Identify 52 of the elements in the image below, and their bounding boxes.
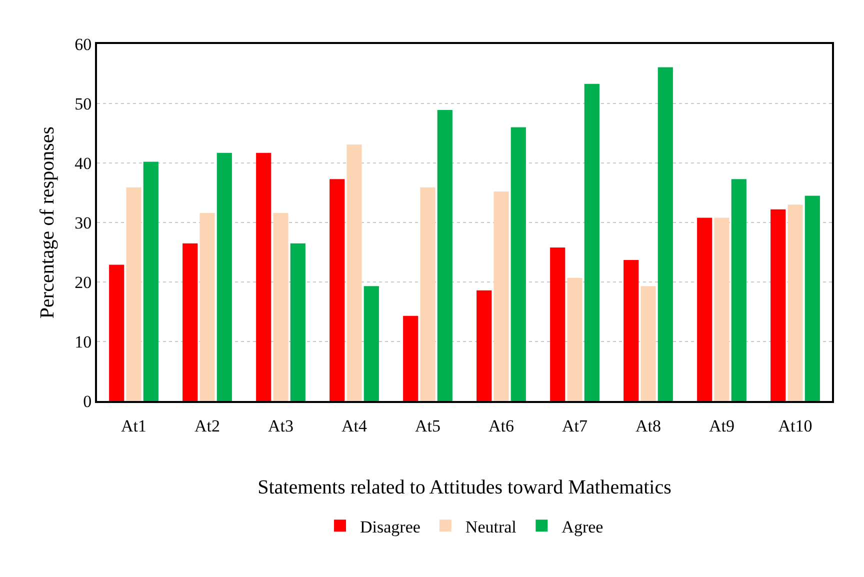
- x-tick-label: At2: [194, 416, 220, 436]
- bar: [256, 152, 272, 401]
- y-tick-label: 10: [74, 332, 92, 352]
- bar: [567, 278, 582, 401]
- bar: [273, 212, 288, 401]
- x-tick-label: At3: [268, 416, 294, 436]
- x-tick-label: At5: [415, 416, 440, 436]
- bar: [714, 218, 730, 401]
- bar: [403, 316, 418, 401]
- x-tick-label: At6: [488, 416, 514, 436]
- bar: [290, 243, 306, 401]
- bar: [216, 152, 232, 401]
- bar: [510, 127, 526, 401]
- x-axis-title: Statements related to Attitudes toward Mathematics: [258, 476, 672, 498]
- bar: [330, 179, 345, 401]
- bar: [788, 204, 803, 401]
- bar: [437, 110, 452, 401]
- bar: [476, 290, 492, 401]
- x-tick-label: At4: [342, 416, 368, 436]
- bar: [200, 212, 215, 401]
- x-tick-label: At10: [778, 416, 812, 436]
- bar: [770, 209, 786, 401]
- bar: [346, 144, 362, 401]
- y-tick-label: 50: [74, 94, 92, 114]
- y-tick-label: 40: [74, 154, 92, 173]
- bar: [658, 67, 673, 401]
- bar: [126, 187, 142, 401]
- x-tick-label: At8: [636, 416, 661, 436]
- bar: [182, 243, 198, 401]
- bar: [697, 218, 712, 401]
- y-tick-label: 0: [83, 392, 92, 411]
- bar: [494, 192, 509, 401]
- x-tick-label: At7: [562, 416, 588, 436]
- x-tick-label: At1: [121, 416, 146, 436]
- bar: [550, 247, 566, 401]
- bar: [804, 196, 820, 401]
- bar: [584, 84, 600, 401]
- legend-label: Disagree: [360, 517, 420, 536]
- bar: [109, 264, 124, 401]
- legend-label: Neutral: [465, 517, 517, 536]
- bar: [364, 286, 379, 401]
- bar: [420, 187, 436, 401]
- bar: [731, 179, 746, 401]
- bar: [640, 286, 656, 401]
- y-axis-title: Percentage of responses: [36, 126, 59, 319]
- y-tick-label: 30: [74, 213, 92, 232]
- x-tick-label: At9: [709, 416, 734, 436]
- bar: [624, 260, 639, 401]
- bar: [143, 162, 158, 401]
- y-tick-label: 20: [74, 272, 92, 292]
- y-tick-label: 60: [74, 34, 92, 54]
- legend-label: Agree: [562, 517, 604, 536]
